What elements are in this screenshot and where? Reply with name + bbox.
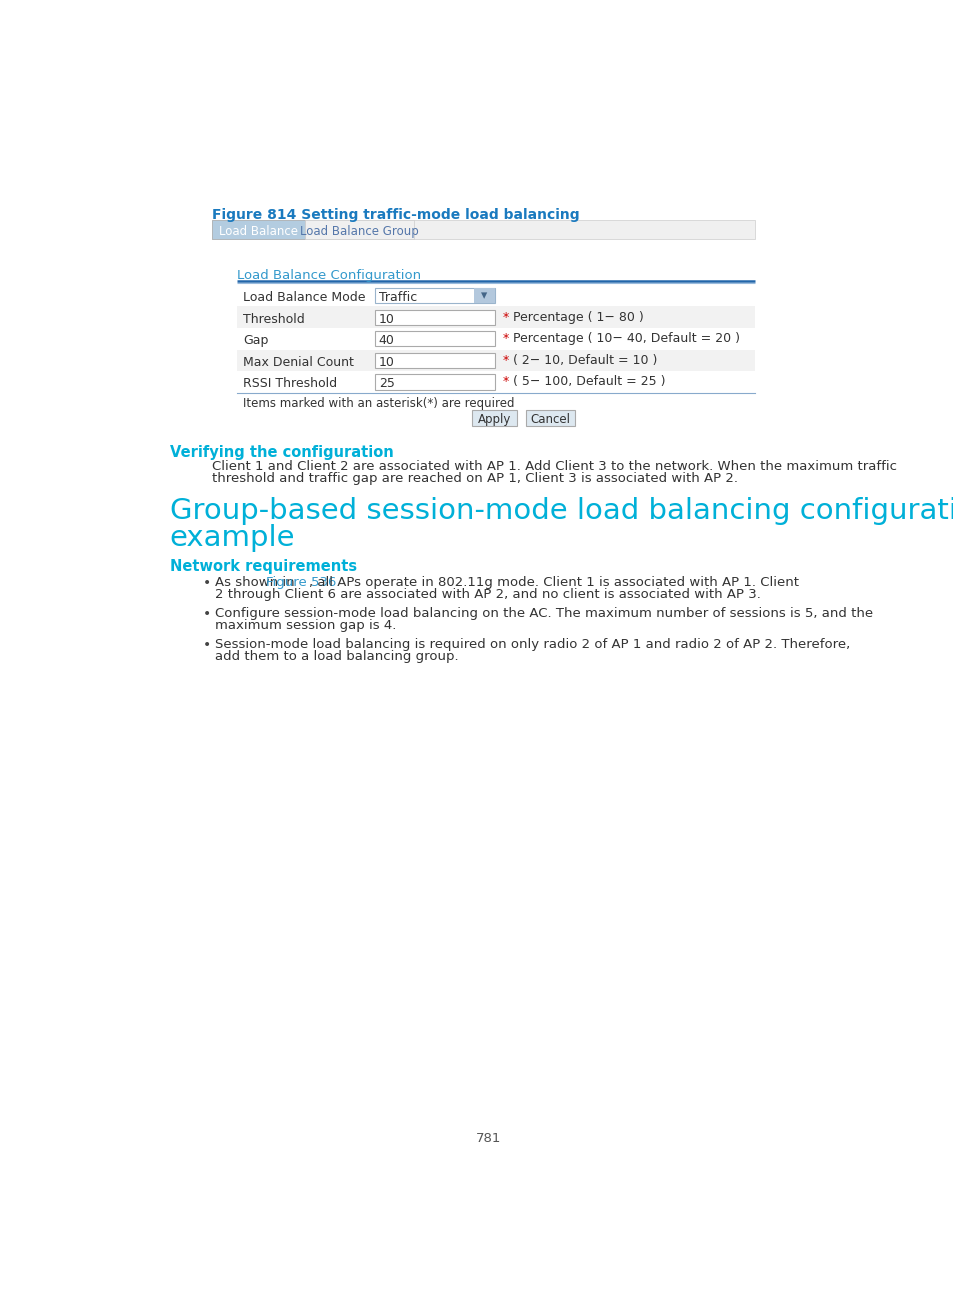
Text: Max Denial Count: Max Denial Count: [243, 355, 354, 369]
Text: Threshold: Threshold: [243, 312, 305, 325]
Bar: [375, 288, 495, 303]
Text: , all APs operate in 802.11g mode. Client 1 is associated with AP 1. Client: , all APs operate in 802.11g mode. Clien…: [309, 575, 799, 588]
Text: add them to a load balancing group.: add them to a load balancing group.: [214, 649, 457, 662]
Text: 40: 40: [378, 334, 395, 347]
Bar: [474, 288, 495, 303]
Bar: [375, 310, 495, 325]
Bar: [375, 375, 495, 390]
Bar: [212, 220, 305, 238]
Text: Load Balance Group: Load Balance Group: [300, 224, 418, 238]
Text: 10: 10: [378, 312, 395, 325]
Text: maximum session gap is 4.: maximum session gap is 4.: [214, 619, 395, 632]
Text: •: •: [202, 607, 211, 621]
Text: *: *: [502, 376, 509, 389]
Text: Network requirements: Network requirements: [170, 559, 356, 574]
Text: 10: 10: [378, 355, 395, 369]
Text: *: *: [502, 311, 509, 324]
Bar: [236, 328, 754, 350]
Bar: [525, 410, 575, 426]
Bar: [236, 285, 754, 306]
Bar: [236, 350, 754, 371]
Text: ( 5− 100, Default = 25 ): ( 5− 100, Default = 25 ): [509, 376, 665, 389]
Text: Load Balance Configuration: Load Balance Configuration: [236, 270, 420, 283]
Text: Client 1 and Client 2 are associated with AP 1. Add Client 3 to the network. Whe: Client 1 and Client 2 are associated wit…: [212, 460, 897, 473]
Bar: [472, 410, 517, 426]
Text: RSSI Threshold: RSSI Threshold: [243, 377, 337, 390]
Text: *: *: [502, 332, 509, 345]
Text: 2 through Client 6 are associated with AP 2, and no client is associated with AP: 2 through Client 6 are associated with A…: [214, 588, 760, 601]
Bar: [375, 353, 495, 368]
Text: Percentage ( 10− 40, Default = 20 ): Percentage ( 10− 40, Default = 20 ): [509, 332, 740, 345]
Bar: [375, 330, 495, 346]
Text: Apply: Apply: [477, 413, 511, 426]
Text: *: *: [502, 354, 509, 367]
Bar: [236, 306, 754, 328]
Text: Configure session-mode load balancing on the AC. The maximum number of sessions : Configure session-mode load balancing on…: [214, 607, 872, 619]
Bar: [236, 371, 754, 393]
Text: Group-based session-mode load balancing configuration: Group-based session-mode load balancing …: [170, 498, 953, 525]
Text: ( 2− 10, Default = 10 ): ( 2− 10, Default = 10 ): [509, 354, 657, 367]
Text: Gap: Gap: [243, 334, 269, 347]
Text: •: •: [202, 638, 211, 652]
Text: Traffic: Traffic: [378, 292, 416, 305]
Text: As shown in: As shown in: [214, 575, 298, 588]
Text: example: example: [170, 524, 294, 552]
Text: Percentage ( 1− 80 ): Percentage ( 1− 80 ): [509, 311, 643, 324]
Text: •: •: [202, 575, 211, 590]
Bar: [212, 220, 754, 238]
Text: Cancel: Cancel: [530, 413, 570, 426]
Text: Verifying the configuration: Verifying the configuration: [170, 445, 393, 460]
Text: Load Balance Mode: Load Balance Mode: [243, 292, 365, 305]
Text: Figure 814 Setting traffic-mode load balancing: Figure 814 Setting traffic-mode load bal…: [212, 207, 579, 222]
Text: 25: 25: [378, 377, 395, 390]
Text: 781: 781: [476, 1131, 501, 1144]
Text: Load Balance: Load Balance: [219, 224, 298, 238]
Text: Items marked with an asterisk(*) are required: Items marked with an asterisk(*) are req…: [243, 397, 515, 410]
Text: Session-mode load balancing is required on only radio 2 of AP 1 and radio 2 of A: Session-mode load balancing is required …: [214, 638, 849, 651]
Text: Figure 536: Figure 536: [266, 575, 336, 588]
Bar: [305, 220, 414, 238]
Text: threshold and traffic gap are reached on AP 1, Client 3 is associated with AP 2.: threshold and traffic gap are reached on…: [212, 472, 738, 485]
Text: ▾: ▾: [480, 289, 487, 302]
